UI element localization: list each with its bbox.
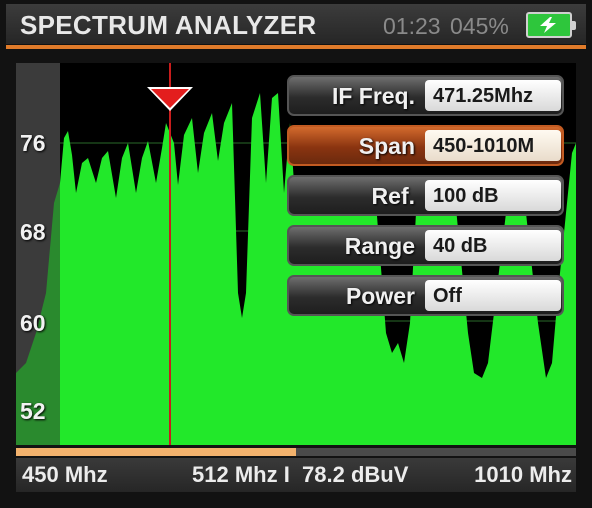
param-label: Span (358, 133, 415, 159)
param-value: 450-1010M (425, 130, 561, 161)
header-accent-line (6, 45, 586, 49)
param-label: Ref. (371, 183, 415, 209)
param-label: Power (345, 283, 415, 309)
param-ref[interactable]: Ref. 100 dB (287, 175, 564, 216)
battery-percent: 045% (450, 13, 509, 39)
param-label: Range (344, 233, 415, 259)
frequency-scrollbar[interactable] (16, 448, 576, 456)
param-value: 471.25Mhz (425, 80, 561, 111)
param-label: IF Freq. (331, 83, 415, 109)
screen-title: SPECTRUM ANALYZER (20, 10, 317, 40)
param-value: 40 dB (425, 230, 561, 261)
spectrum-trace (60, 93, 576, 445)
start-frequency: 450 Mhz (22, 462, 108, 487)
end-frequency: 1010 Mhz (474, 462, 572, 487)
marker-readout: 512 Mhz I 78.2 dBuV (192, 462, 409, 487)
param-value: 100 dB (425, 180, 561, 211)
param-power[interactable]: Power Off (287, 275, 564, 316)
scrollbar-thumb[interactable] (16, 448, 296, 456)
y-tick-label: 76 (20, 130, 46, 156)
y-tick-label: 52 (20, 398, 46, 424)
param-span[interactable]: Span 450-1010M (287, 125, 564, 166)
marker-icon-fill (151, 89, 189, 108)
status-bar: 450 Mhz 512 Mhz I 78.2 dBuV 1010 Mhz (16, 458, 576, 492)
param-range[interactable]: Range 40 dB (287, 225, 564, 266)
marker-line[interactable] (169, 63, 171, 445)
spectrum-trace-gutter (16, 183, 60, 445)
header-bar: SPECTRUM ANALYZER 01:23 045% (6, 4, 586, 44)
battery-charging-icon (526, 12, 576, 38)
y-tick-label: 60 (20, 310, 46, 336)
spectrum-svg (16, 63, 576, 445)
y-tick-label: 68 (20, 219, 46, 245)
param-if-freq[interactable]: IF Freq. 471.25Mhz (287, 75, 564, 116)
param-value: Off (425, 280, 561, 311)
clock: 01:23 (383, 13, 441, 39)
